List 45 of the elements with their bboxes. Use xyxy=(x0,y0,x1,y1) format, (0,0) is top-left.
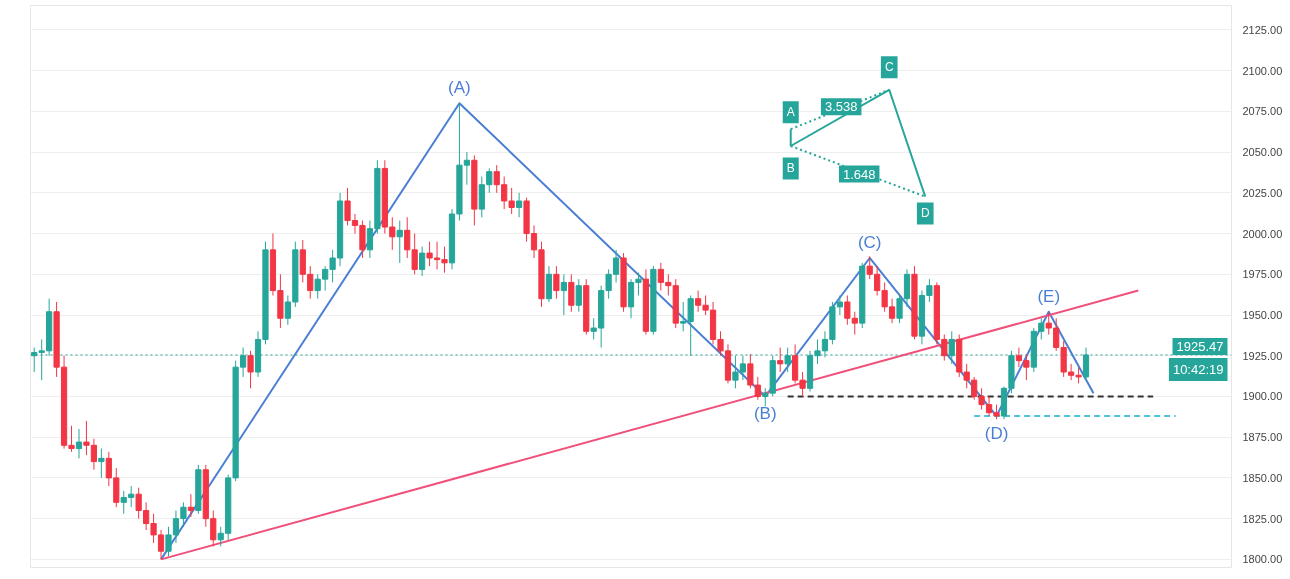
y-tick-label: 1825.00 xyxy=(1242,512,1283,525)
annotation: 10:42:19 xyxy=(1172,361,1224,377)
candlestick xyxy=(247,350,254,389)
annotation: B xyxy=(786,161,795,176)
data-label: (C) xyxy=(857,232,882,252)
annotation: D xyxy=(920,206,930,221)
y-tick-label: 2125.00 xyxy=(1242,23,1283,36)
y-tick-label: 2025.00 xyxy=(1242,186,1283,199)
candlestick xyxy=(187,493,194,518)
candlestick xyxy=(560,273,567,316)
candlestick xyxy=(553,265,560,300)
candlestick xyxy=(844,294,851,326)
candlestick xyxy=(419,246,426,277)
y-tick-label: 1975.00 xyxy=(1242,268,1283,281)
annotation: 1.648 xyxy=(842,166,876,182)
candlestick xyxy=(948,330,955,365)
y-tick-label: 2000.00 xyxy=(1242,227,1283,240)
y-tick-label: 2050.00 xyxy=(1242,146,1283,159)
ref-line-label: 1925.47 xyxy=(1176,338,1224,354)
annotation: C xyxy=(884,60,894,75)
y-tick-label: 2100.00 xyxy=(1242,64,1283,77)
candlestick xyxy=(575,278,582,313)
candlestick xyxy=(411,233,418,275)
candlestick xyxy=(515,192,523,218)
candlestick xyxy=(396,220,403,264)
candlestick xyxy=(568,273,575,313)
line-series xyxy=(160,102,1095,561)
y-tick-label: 1925.00 xyxy=(1242,349,1283,362)
y-tick-label: 1850.00 xyxy=(1242,471,1283,484)
candlestick xyxy=(851,311,858,336)
y-tick-label: 1875.00 xyxy=(1242,431,1283,444)
annotation: 3.538 xyxy=(824,99,858,115)
candlestick xyxy=(777,347,784,373)
candlestick xyxy=(75,428,83,459)
data-label: (D) xyxy=(984,424,1009,443)
data-label: (E) xyxy=(1037,286,1061,306)
y-tick-label: 1800.00 xyxy=(1242,553,1283,566)
data-label: (B) xyxy=(753,404,777,424)
candlestick xyxy=(404,216,411,259)
y-tick-label: 2075.00 xyxy=(1242,105,1283,118)
y-tick-label: 1950.00 xyxy=(1242,309,1283,322)
candlestick xyxy=(98,448,105,479)
y-tick-label: 1900.00 xyxy=(1242,390,1283,403)
annotation: A xyxy=(786,105,795,120)
data-label: (A) xyxy=(448,78,471,98)
